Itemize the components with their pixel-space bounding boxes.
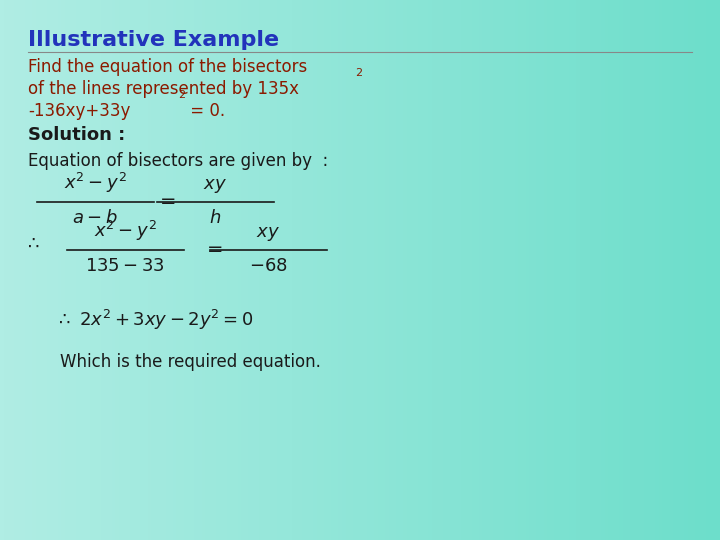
Text: $xy$: $xy$: [256, 225, 280, 243]
Text: -136xy+33y: -136xy+33y: [28, 102, 130, 120]
Text: $xy$: $xy$: [203, 177, 227, 195]
Text: Which is the required equation.: Which is the required equation.: [60, 353, 321, 371]
Text: Solution :: Solution :: [28, 126, 125, 144]
Text: $\therefore\ 2x^2+3xy-2y^2=0$: $\therefore\ 2x^2+3xy-2y^2=0$: [55, 308, 253, 332]
Text: $x^2-y^2$: $x^2-y^2$: [63, 171, 127, 195]
Text: 2: 2: [355, 68, 362, 78]
Text: $-68$: $-68$: [248, 257, 287, 275]
Text: Find the equation of the bisectors: Find the equation of the bisectors: [28, 58, 307, 76]
Text: Illustrative Example: Illustrative Example: [28, 30, 279, 50]
Text: $h$: $h$: [209, 209, 221, 227]
Text: $a-b$: $a-b$: [72, 209, 118, 227]
Text: ∴: ∴: [28, 235, 40, 253]
Text: $x^2-y^2$: $x^2-y^2$: [94, 219, 156, 243]
Text: Equation of bisectors are given by  :: Equation of bisectors are given by :: [28, 152, 328, 170]
Text: of the lines represented by 135x: of the lines represented by 135x: [28, 80, 299, 98]
Text: =: =: [207, 240, 223, 260]
Text: 2: 2: [178, 90, 185, 100]
Text: $135-33$: $135-33$: [85, 257, 165, 275]
Text: =: =: [160, 192, 176, 212]
Text: = 0.: = 0.: [185, 102, 225, 120]
